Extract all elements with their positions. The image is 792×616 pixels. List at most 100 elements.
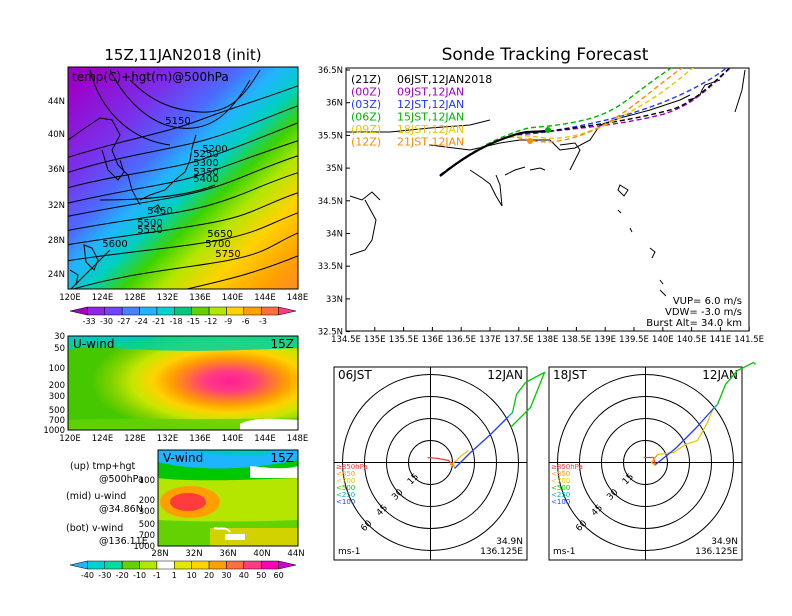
map500-lat-tick: 32N [48,201,65,211]
wind-colorbar-swatch [104,560,123,570]
temp-colorbar-swatch [243,306,262,316]
wind-colorbar-label: -10 [133,571,146,580]
polar-unit: ms-1 [553,547,575,557]
wind-colorbar-label: -40 [81,571,94,580]
hodograph-trace [643,456,657,466]
map500-contour-label: 5550 [137,225,162,236]
wind-colorbar-swatch [243,560,262,570]
map500-label: temp(C)+hgt(m)@500hPa [72,70,229,84]
hodograph-trace [655,408,714,466]
wind-colorbar-swatch [156,560,175,570]
map500-contour-label: 5200 [202,144,227,155]
temp-colorbar-swatch [260,306,279,316]
legend-mid-2: @34.86N [99,504,143,515]
track-lat-tick: 36N [326,99,343,109]
map500-lon-tick: 120E [59,293,81,303]
temp-colorbar-label: -33 [83,317,96,326]
vwind-lat-tick: 40N [253,549,270,559]
hodograph-trace [713,404,718,409]
polar-level-label: <500 [551,484,570,492]
map500-contour-label: 5250 [193,149,218,160]
temp-colorbar-swatch [139,306,158,316]
track-lat-tick: 34N [326,230,343,240]
map500-lat-tick: 36N [48,165,65,175]
temp-colorbar-swatch [121,306,140,316]
map500-contour-label: 5400 [193,174,218,185]
vwind-label: V-wind [163,451,203,465]
temp-colorbar-label: -3 [259,317,267,326]
map500-lon-tick: 148E [287,293,309,303]
uwind-lon-ticks: 120E 124E 128E 132E 136E 140E 144E 148E [59,434,308,444]
map500-lon-tick: 128E [124,293,146,303]
map500-lon-tick: 140E [222,293,244,303]
hodograph-trace [650,454,659,467]
wind-colorbar-swatch [278,560,297,570]
temp-colorbar-label: -9 [224,317,232,326]
temp-colorbar-label: -30 [100,317,113,326]
temp-colorbar-swatch [226,306,245,316]
wind-colorbar-swatch [139,560,158,570]
polar-level-label: <250 [551,491,570,499]
right-title: Sonde Tracking Forecast [442,45,649,65]
wind-colorbar-label: 20 [204,571,214,580]
track-legend-date: 06JST,12JAN2018 [397,73,492,86]
left-legend: (up) tmp+hgt @500hPa (mid) u-wind @34.86… [66,461,148,547]
polar-level-label: <100 [336,498,355,506]
temp-colorbar-swatch [174,306,192,316]
map500-lat-tick: 40N [48,130,65,140]
uwind-p-tick: 50 [54,344,65,354]
track-info-line: VDW= -3.0 m/s [665,307,742,318]
wind-colorbar-label: 60 [274,571,284,580]
track-legend: (21Z) 06JST,12JAN2018 (00Z) 09JST,12JAN (03Z… [351,73,492,149]
temp-colorbar-label: -21 [152,317,165,326]
wind-colorbar-label: -30 [98,571,111,580]
wind-colorbar-label: -20 [116,571,129,580]
wind-colorbar-swatch [87,560,106,570]
vwind-p-tick: 300 [139,507,155,517]
uwind-p-tick: 30 [54,332,65,342]
polar-lat: 34.9N [496,537,523,547]
polar-lat: 34.9N [711,537,738,547]
track-lon-tick: 136E [422,335,444,345]
wind-colorbar-swatch [121,560,140,570]
temp-colorbar-label: -6 [242,317,250,326]
uwind-time: 15Z [271,337,295,351]
track-legend-date: 15JST,12JAN [397,111,464,124]
hodograph-trace [449,459,457,468]
polar-level-label: <850 [551,470,570,478]
temp-colorbar-swatch [278,306,297,316]
uwind-p-tick: 700 [49,416,65,426]
vwind-p-tick: 700 [139,531,155,541]
uwind-p-tick: 200 [49,381,65,391]
wind-colorbar-label: 30 [221,571,231,580]
left-title: 15Z,11JAN2018 (init) [104,46,261,64]
uwind-p-tick: 1000 [43,426,65,436]
map500-lon-tick: 124E [92,293,114,303]
track-lon-tick: 139E [594,335,616,345]
legend-bot-1: (bot) v-wind [66,523,123,534]
polar-level-label: <500 [336,484,355,492]
temp-colorbar-label: -27 [117,317,130,326]
track-lon-tick: 138E [537,335,559,345]
vwind-p-tick: 1000 [133,542,155,552]
temperature-colorbar: -33 -30 -27 -24 -21 -18 -15 -12 -9 -6 -3 [69,306,297,326]
track-lon-tick: 135.5E [389,335,419,345]
track-lon-tick: 137.5E [504,335,534,345]
uwind-lon-tick: 144E [254,434,276,444]
temp-colorbar-swatch [69,306,88,316]
polar-unit: ms-1 [338,547,360,557]
polar-date: 12JAN [702,368,738,382]
track-lat-tick: 33.5N [318,262,343,272]
map500-contour-label: 5350 [193,167,218,178]
vwind-time: 15Z [271,451,295,465]
track-legend-run: (09Z) [351,123,381,136]
wind-colorbar-label: -1 [153,571,161,580]
track-00z [439,68,732,176]
